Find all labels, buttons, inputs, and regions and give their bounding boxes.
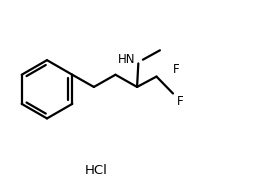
Text: F: F [173,63,180,76]
Text: F: F [177,96,183,108]
Text: HN: HN [118,53,135,66]
Text: HCl: HCl [85,164,108,177]
